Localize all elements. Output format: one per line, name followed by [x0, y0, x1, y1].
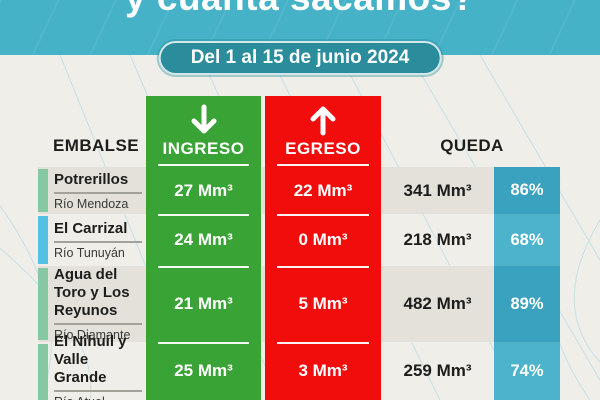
- queda-percent: 74%: [494, 342, 560, 400]
- queda-percent: 68%: [494, 214, 560, 266]
- row-accent-bar: [38, 169, 48, 212]
- reservoir-name: Potrerillos: [54, 171, 142, 194]
- row-accent-bar: [38, 216, 48, 264]
- queda-value: 482 Mm³: [403, 294, 472, 313]
- river-name: Río Mendoza: [54, 196, 129, 211]
- ingreso-value: 21 Mm³: [174, 294, 233, 313]
- reservoir-name: El Carrizal: [54, 220, 142, 243]
- ingreso-value: 24 Mm³: [174, 230, 233, 249]
- queda-percent: 89%: [494, 266, 560, 342]
- reservoir-cell: El Nihuil y Valle Grande Río Atuel: [54, 333, 142, 400]
- row-separator: [277, 164, 369, 166]
- reservoir-cell: Agua del Toro y Los Reyunos Río Diamante: [54, 266, 142, 342]
- egreso-value: 3 Mm³: [298, 361, 348, 380]
- reservoir-cell: El Carrizal Río Tunuyán: [54, 214, 142, 266]
- column-header-embalse: EMBALSE: [53, 136, 139, 155]
- egreso-value: 0 Mm³: [298, 230, 348, 249]
- up-arrow-icon: [310, 106, 336, 136]
- reservoir-name: El Nihuil y Valle Grande: [54, 333, 142, 392]
- queda-percent: 86%: [494, 167, 560, 214]
- date-badge: Del 1 al 15 de junio 2024: [158, 41, 442, 75]
- row-accent-bar: [38, 344, 48, 400]
- column-header-queda: QUEDA: [440, 136, 504, 155]
- row-accent-bar: [38, 268, 48, 340]
- column-header-egreso: EGRESO: [285, 139, 361, 158]
- queda-value: 218 Mm³: [403, 230, 472, 249]
- page-title: y cuánta sacamos?: [0, 0, 600, 19]
- reservoir-cell: Potrerillos Río Mendoza: [54, 167, 142, 214]
- queda-value: 341 Mm³: [403, 180, 472, 200]
- river-name: Río Tunuyán: [54, 246, 125, 260]
- egreso-value: 5 Mm³: [298, 294, 348, 313]
- ingreso-value: 25 Mm³: [174, 361, 233, 380]
- river-name: Río Atuel: [54, 395, 142, 400]
- row-separator: [158, 164, 249, 166]
- queda-value: 259 Mm³: [403, 361, 472, 380]
- reservoir-name: Agua del Toro y Los Reyunos: [54, 266, 142, 325]
- egreso-value: 22 Mm³: [293, 180, 353, 200]
- ingreso-value: 27 Mm³: [174, 180, 233, 200]
- column-header-ingreso: INGRESO: [162, 139, 245, 158]
- down-arrow-icon: [191, 104, 216, 134]
- date-badge-label: Del 1 al 15 de junio 2024: [190, 47, 410, 68]
